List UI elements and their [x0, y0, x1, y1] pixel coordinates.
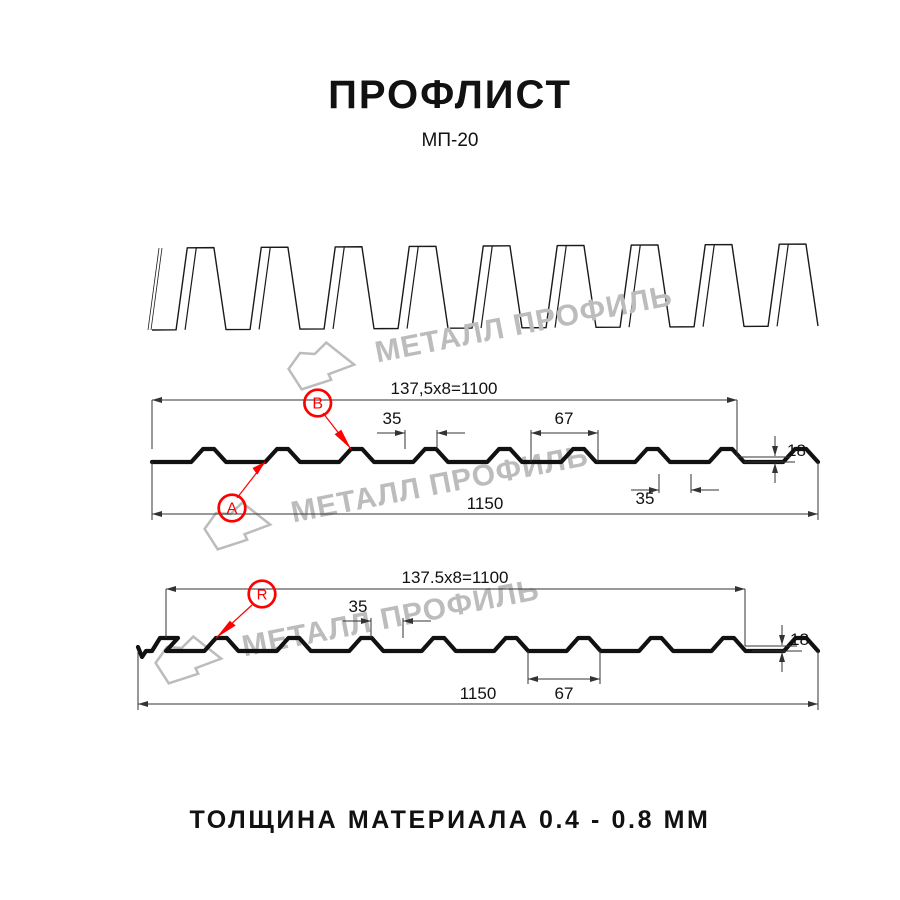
svg-text:137.5x8=1100: 137.5x8=1100 — [402, 568, 509, 587]
svg-text:18: 18 — [787, 441, 806, 460]
svg-text:1150: 1150 — [460, 684, 497, 703]
svg-text:1150: 1150 — [467, 494, 504, 513]
svg-text:B: B — [312, 396, 323, 413]
svg-text:67: 67 — [555, 684, 574, 703]
svg-text:35: 35 — [383, 409, 402, 428]
svg-text:A: A — [227, 501, 238, 518]
svg-text:137,5x8=1100: 137,5x8=1100 — [391, 379, 498, 398]
svg-text:35: 35 — [636, 489, 655, 508]
svg-text:R: R — [257, 587, 268, 604]
svg-text:67: 67 — [555, 409, 574, 428]
svg-text:35: 35 — [349, 597, 368, 616]
svg-text:18: 18 — [790, 630, 809, 649]
